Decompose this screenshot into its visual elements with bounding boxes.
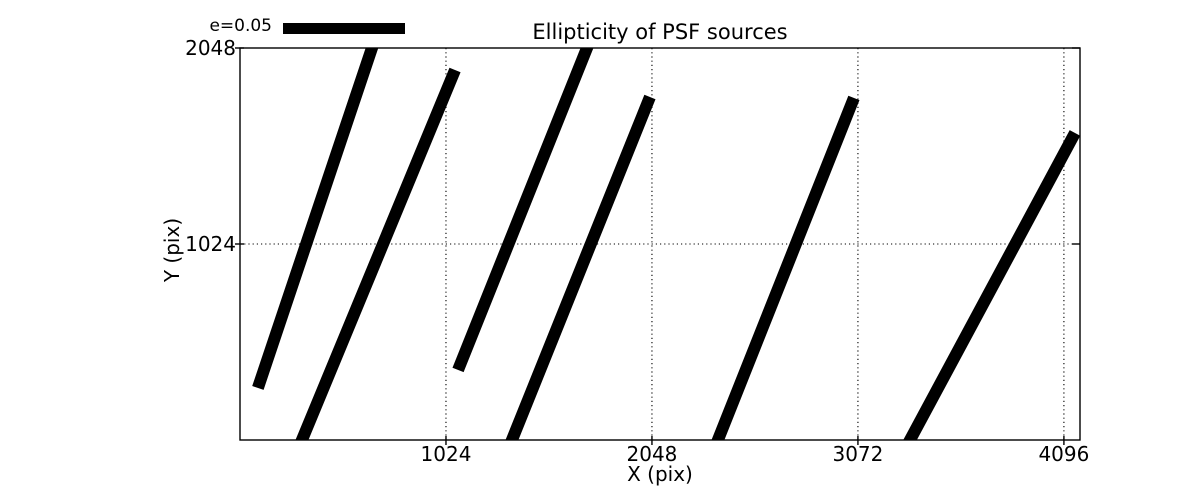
ellipticity-whisker-4 <box>505 94 656 440</box>
x-axis-label: X (pix) <box>627 462 693 486</box>
x-tick-label-4096: 4096 <box>1038 442 1090 466</box>
y-tick-label-2048: 2048 <box>185 36 236 60</box>
x-tick-label-3072: 3072 <box>832 442 884 466</box>
ellipticity-whisker-3 <box>452 48 594 373</box>
ellipticity-whisker-2 <box>295 67 461 440</box>
x-tick-label-2048: 2048 <box>626 442 678 466</box>
y-tick-label-1024: 1024 <box>185 232 236 256</box>
legend-whisker-sample-bar <box>283 23 405 34</box>
ellipticity-whisker-6 <box>903 130 1080 440</box>
x-tick-label-1024: 1024 <box>420 442 472 466</box>
legend-label: e=0.05 <box>209 16 272 36</box>
whisker-lines-group <box>252 48 1080 440</box>
ellipticity-whisker-5 <box>711 95 860 440</box>
chart-title: Ellipticity of PSF sources <box>532 20 788 44</box>
ellipticity-whisker-1 <box>252 48 379 390</box>
